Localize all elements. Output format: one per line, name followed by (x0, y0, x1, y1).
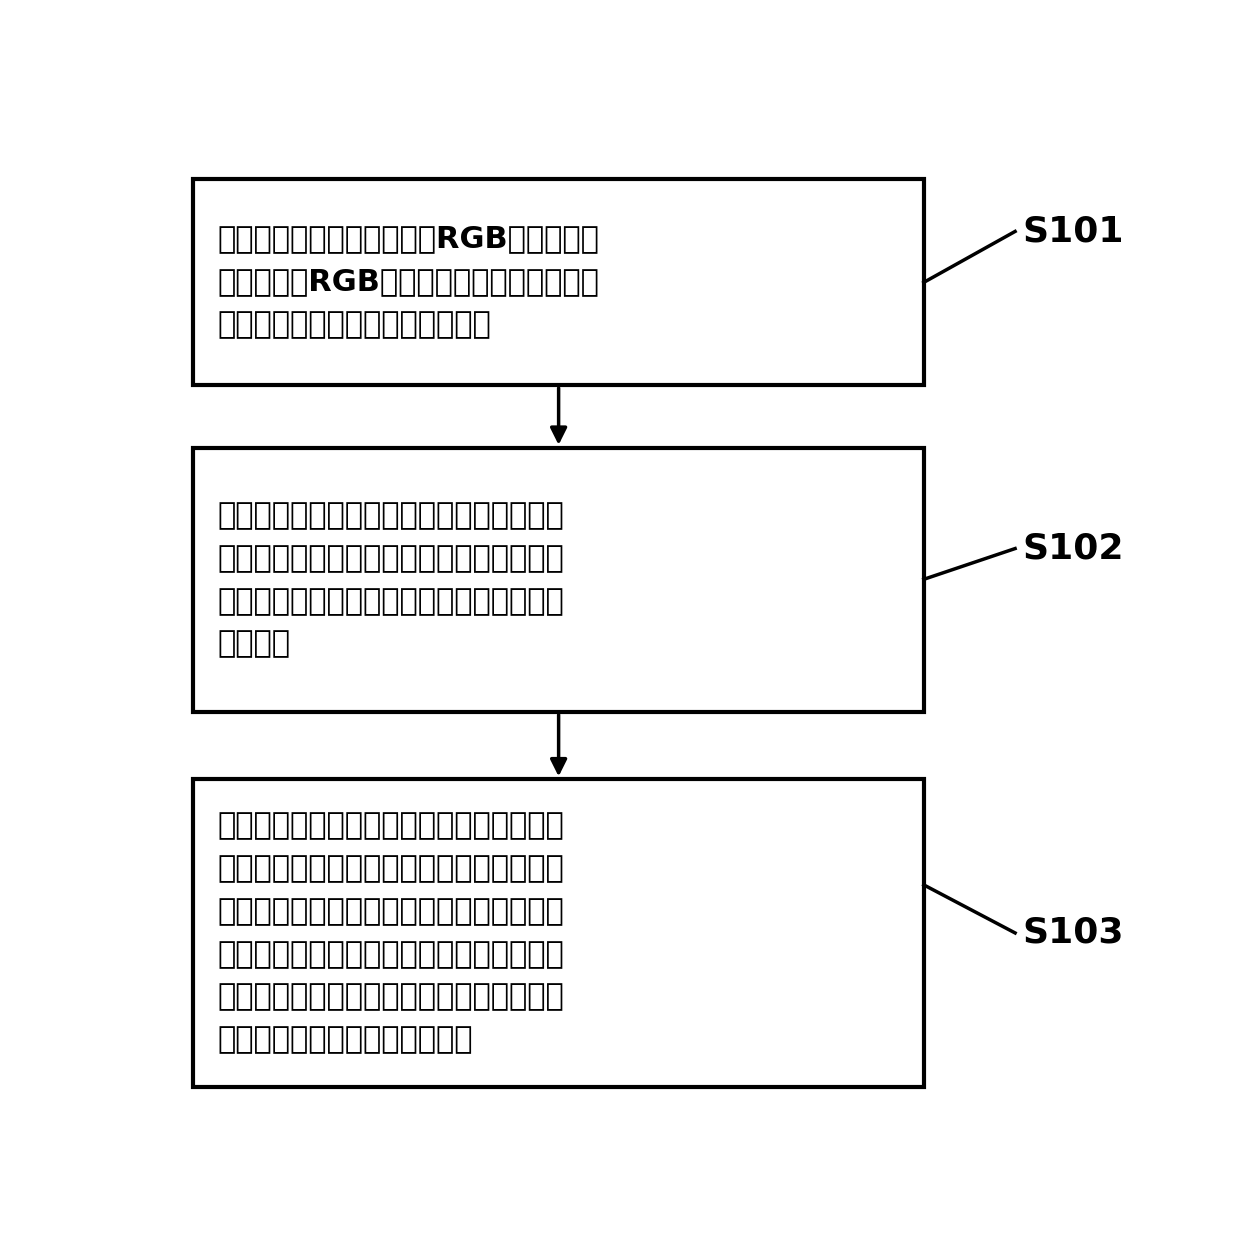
Text: 根据所述获得的光斑面积值，绘制出光斑面
积值与时间相关联的曲线，并根据所述绘制
的曲线评估不同时间下所述输变电设备电晕
放电状态，当所述曲线上某时刻对应的光斑
: 根据所述获得的光斑面积值，绘制出光斑面 积值与时间相关联的曲线，并根据所述绘制 … (217, 811, 564, 1055)
Text: S101: S101 (1023, 215, 1125, 248)
FancyBboxPatch shape (193, 448, 924, 711)
Text: 获得输变电设备电晕放电的RGB图像，并将
所述获得的RGB图像以图像帧为单位得到多
个图像帧顺序号码连续的处理图像: 获得输变电设备电晕放电的RGB图像，并将 所述获得的RGB图像以图像帧为单位得到… (217, 225, 599, 339)
Text: S102: S102 (1023, 532, 1125, 565)
FancyBboxPatch shape (193, 779, 924, 1087)
FancyBboxPatch shape (193, 178, 924, 386)
Text: 将所述得到的多个处理图像转换为对应的多
个二值图像并进行处理后，在各二值图像中
均获得多个光斑区域以及每一光斑区域的光
斑面积值: 将所述得到的多个处理图像转换为对应的多 个二值图像并进行处理后，在各二值图像中 … (217, 502, 564, 659)
Text: S103: S103 (1023, 916, 1125, 950)
